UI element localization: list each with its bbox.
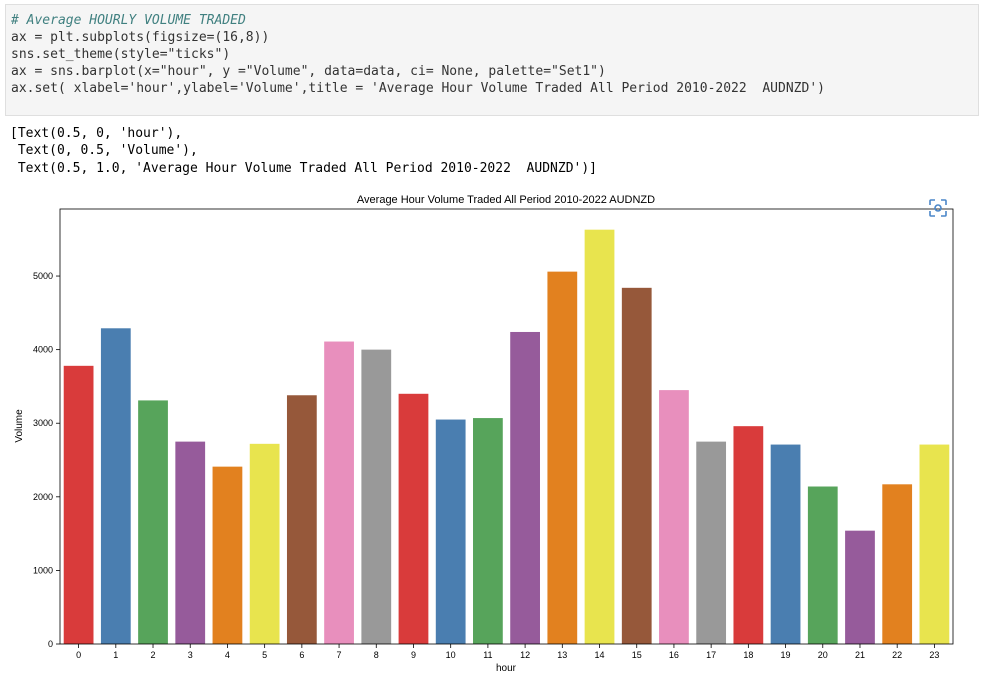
bar-hour-4 (212, 466, 243, 644)
x-tick-label: 7 (337, 650, 342, 660)
code-cell[interactable]: # Average HOURLY VOLUME TRADED ax = plt.… (5, 4, 979, 116)
output-line-3: Text(0.5, 1.0, 'Average Hour Volume Trad… (10, 160, 597, 176)
x-tick-label: 17 (706, 650, 716, 660)
x-tick-label: 22 (892, 650, 902, 660)
x-tick-label: 2 (151, 650, 156, 660)
bars-layer (63, 229, 950, 644)
x-tick-label: 18 (743, 650, 753, 660)
x-tick-label: 8 (374, 650, 379, 660)
bar-hour-1 (100, 328, 131, 644)
bar-hour-14 (584, 229, 615, 644)
bar-hour-2 (138, 400, 168, 644)
bar-hour-21 (845, 530, 875, 644)
x-tick-label: 0 (76, 650, 81, 660)
output-line-2: Text(0, 0.5, 'Volume'), (10, 143, 198, 159)
x-tick-label: 15 (632, 650, 642, 660)
x-tick-label: 14 (595, 650, 605, 660)
code-line-2: ax = plt.subplots(figsize=(16,8)) (11, 30, 270, 45)
x-tick-label: 12 (520, 650, 530, 660)
y-tick-label: 4000 (33, 345, 53, 355)
x-tick-label: 3 (188, 650, 193, 660)
y-tick-label: 2000 (33, 492, 53, 502)
code-line-3: sns.set_theme(style="ticks") (11, 47, 231, 62)
y-axis-label: Volume (14, 409, 25, 443)
bar-hour-7 (324, 341, 354, 644)
bar-hour-19 (770, 444, 801, 644)
screenshot-expand-icon[interactable] (928, 198, 948, 218)
y-tick-label: 0 (48, 639, 53, 649)
code-line-4: ax = sns.barplot(x="hour", y ="Volume", … (11, 64, 606, 79)
x-tick-label: 13 (557, 650, 567, 660)
x-tick-label: 11 (483, 650, 492, 660)
output-line-1: [Text(0.5, 0, 'hour'), (10, 126, 183, 141)
bar-hour-20 (807, 486, 838, 644)
x-tick-label: 5 (262, 650, 267, 660)
bar-hour-3 (175, 441, 206, 644)
cell-output-text: [Text(0.5, 0, 'hour'), Text(0, 0.5, 'Vol… (10, 125, 597, 177)
bar-hour-13 (547, 271, 578, 644)
bar-hour-12 (510, 331, 540, 644)
bar-hour-15 (621, 287, 652, 644)
bar-chart: 0 1 2 3 4 5 6 7 8 9 10 11 12 13 14 15 16 17 18 19 20 21 22 23 0… (14, 194, 954, 674)
bar-hour-18 (733, 426, 764, 644)
bar-hour-5 (249, 443, 280, 644)
bar-hour-9 (398, 393, 429, 644)
bar-hour-11 (473, 418, 503, 644)
chart-title: Average Hour Volume Traded All Period 20… (357, 194, 655, 206)
x-tick-label: 19 (781, 650, 791, 660)
bar-hour-23 (919, 444, 950, 644)
x-tick-label: 23 (929, 650, 939, 660)
x-tick-label: 20 (818, 650, 828, 660)
code-editor[interactable]: # Average HOURLY VOLUME TRADED ax = plt.… (6, 5, 978, 97)
bar-hour-17 (696, 441, 727, 644)
bar-hour-8 (361, 349, 392, 644)
code-line-5: ax.set( xlabel='hour',ylabel='Volume',ti… (11, 81, 825, 96)
y-ticks: 0 1000 2000 3000 4000 5000 (33, 271, 60, 649)
plot-frame (59, 208, 954, 645)
y-tick-label: 5000 (33, 271, 53, 281)
x-tick-label: 1 (113, 650, 118, 660)
bar-hour-22 (882, 484, 913, 644)
x-tick-label: 4 (225, 650, 230, 660)
bar-hour-10 (435, 419, 466, 644)
bar-hour-0 (63, 365, 94, 644)
code-line-1: # Average HOURLY VOLUME TRADED (11, 13, 246, 28)
bar-hour-6 (286, 395, 317, 644)
x-tick-label: 6 (299, 650, 304, 660)
bar-hour-16 (659, 390, 689, 644)
y-tick-label: 3000 (33, 418, 53, 428)
x-axis-label: hour (496, 663, 517, 674)
x-tick-label: 21 (855, 650, 865, 660)
x-tick-label: 16 (669, 650, 679, 660)
x-ticks: 0 1 2 3 4 5 6 7 8 9 10 11 12 13 14 15 16 17 18 19 20 21 22 23 (76, 644, 939, 660)
x-tick-label: 9 (411, 650, 416, 660)
x-tick-label: 10 (446, 650, 456, 660)
y-tick-label: 1000 (33, 565, 53, 575)
